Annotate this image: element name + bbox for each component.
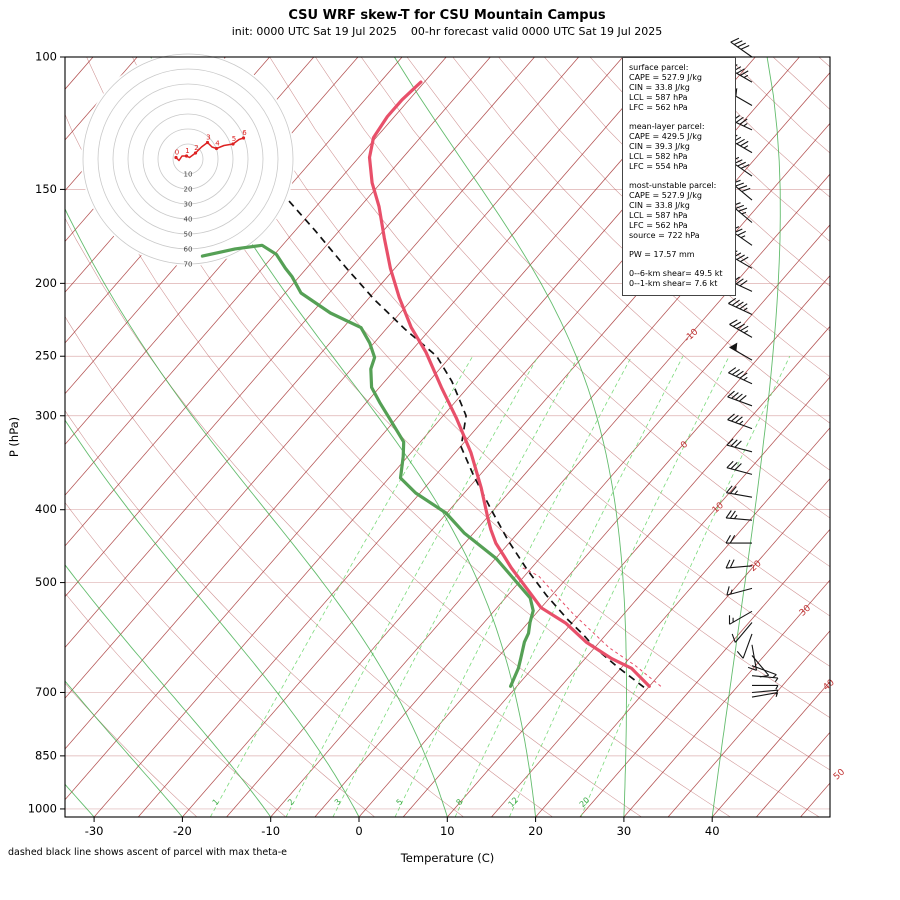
info-section: surface parcel: CAPE = 527.9 J/kg CIN = 33… (629, 63, 702, 112)
wind-barb (751, 665, 777, 678)
mixing-ratio-label: 5 (395, 797, 405, 807)
pressure-tick-label: 100 (35, 50, 57, 64)
mixing-ratio-label: 3 (333, 797, 343, 807)
isotherm-label: 10 (711, 500, 726, 515)
footnote: dashed black line shows ascent of parcel… (8, 847, 287, 858)
pressure-tick-label: 400 (35, 502, 57, 516)
wind-barb (729, 319, 753, 338)
wind-barb (752, 684, 779, 690)
x-tick-label: 0 (355, 824, 362, 838)
hodograph-ring-label: 30 (184, 201, 193, 209)
info-section: 0--6-km shear= 49.5 kt 0--1-km shear= 7.6… (629, 269, 723, 288)
isotherm-label: 50 (832, 767, 847, 782)
hodograph-ring-label: 40 (184, 216, 193, 224)
pressure-tick-label: 200 (35, 276, 57, 290)
mixing-ratio-label: 2 (286, 797, 296, 807)
info-section: mean-layer parcel: CAPE = 429.5 J/kg CIN =… (629, 122, 705, 171)
wind-barb (727, 390, 753, 407)
wind-barb (725, 485, 753, 498)
pressure-tick-label: 850 (35, 748, 57, 762)
hodograph-ring-label: 20 (184, 186, 193, 194)
x-tick-label: 40 (705, 824, 720, 838)
wind-barb (728, 610, 753, 625)
y-axis-title: P (hPa) (7, 416, 21, 458)
pressure-tick-label: 150 (35, 182, 57, 196)
wind-barb (751, 675, 779, 683)
hodograph-ring (127, 98, 249, 220)
hodograph-ring-label: 70 (184, 261, 193, 269)
wind-barb (731, 622, 753, 643)
moist-adiabats (65, 57, 781, 817)
x-tick-label: -20 (173, 824, 192, 838)
mixing-ratio-label: 8 (454, 797, 464, 807)
wind-barb (731, 202, 753, 223)
hodograph-ring-label: 60 (184, 246, 193, 254)
pressure-tick-label: 1000 (28, 801, 57, 815)
hodograph-km-label: 6 (242, 129, 247, 137)
hodograph-ring (172, 143, 204, 175)
hodograph-km-label: 0 (175, 149, 179, 157)
info-section: PW = 17.57 mm (629, 250, 695, 259)
temperature-curve (367, 80, 651, 688)
wind-barb (727, 413, 753, 430)
wind-barb (726, 438, 753, 453)
dry-adiabats (65, 57, 830, 817)
figure-subtitle: init: 0000 UTC Sat 19 Jul 2025 00-hr for… (231, 25, 663, 38)
isotherm-label: 0 (679, 440, 690, 451)
pressure-tick-label: 700 (35, 685, 57, 699)
wind-barb (728, 367, 753, 385)
hodograph-ring (82, 53, 294, 265)
isotherm-label: -10 (683, 327, 701, 344)
figure-title: CSU WRF skew-T for CSU Mountain Campus (288, 8, 606, 23)
wind-barb (726, 460, 753, 475)
wind-barb (730, 37, 753, 58)
wind-barb (736, 633, 753, 659)
mixing-ratio-lines: 1 2 3 5 8 12 20 (210, 355, 791, 817)
profiles (200, 80, 662, 688)
virtual-temp-curve (522, 567, 662, 687)
parcel-info-box: surface parcel: CAPE = 527.9 J/kg CIN = 33… (622, 57, 736, 296)
x-tick-label: -10 (261, 824, 280, 838)
hodograph-km-label: 4 (215, 140, 220, 148)
isotherm-label: 30 (798, 603, 813, 618)
wind-barb (726, 586, 753, 596)
hodograph-km-label: 1 (185, 147, 189, 155)
wind-barb (729, 342, 753, 361)
wind-barb (728, 297, 753, 315)
dewpoint-curve (200, 243, 535, 688)
hodograph-ring (97, 68, 279, 250)
wind-barb (751, 692, 779, 698)
hodograph-km-label: 5 (232, 135, 236, 143)
pressure-tick-label: 250 (35, 349, 57, 363)
hodograph: 10 20 30 40 50 60 70 0 1 234 56 (81, 52, 295, 269)
info-section: most-unstable parcel: CAPE = 527.9 J/kg CI… (629, 181, 717, 240)
wind-barb (725, 559, 753, 569)
hodograph-ring (157, 128, 219, 190)
x-tick-label: 30 (617, 824, 632, 838)
x-tick-label: 20 (528, 824, 543, 838)
x-tick-label: -30 (85, 824, 104, 838)
hodograph-ring-label: 50 (184, 231, 193, 239)
pressure-tick-label: 300 (35, 408, 57, 422)
hodograph-ring (112, 83, 264, 235)
pressure-tick-label: 500 (35, 575, 57, 589)
wind-barb (725, 510, 753, 521)
hodograph-km-label: 3 (206, 134, 210, 142)
x-tick-label: 10 (440, 824, 455, 838)
hodograph-ring-label: 10 (184, 171, 193, 179)
mixing-ratio-label: 1 (211, 797, 221, 807)
axes: -30 -20 -10 0 10 20 30 401001502002503004005007… (28, 50, 831, 838)
hodograph-ring (142, 113, 234, 205)
wind-barb (725, 535, 752, 544)
wind-barb (731, 179, 753, 201)
x-axis-title: Temperature (C) (400, 851, 495, 865)
isotherm-label: 40 (822, 678, 837, 693)
hodograph-km-label: 2 (194, 144, 198, 152)
